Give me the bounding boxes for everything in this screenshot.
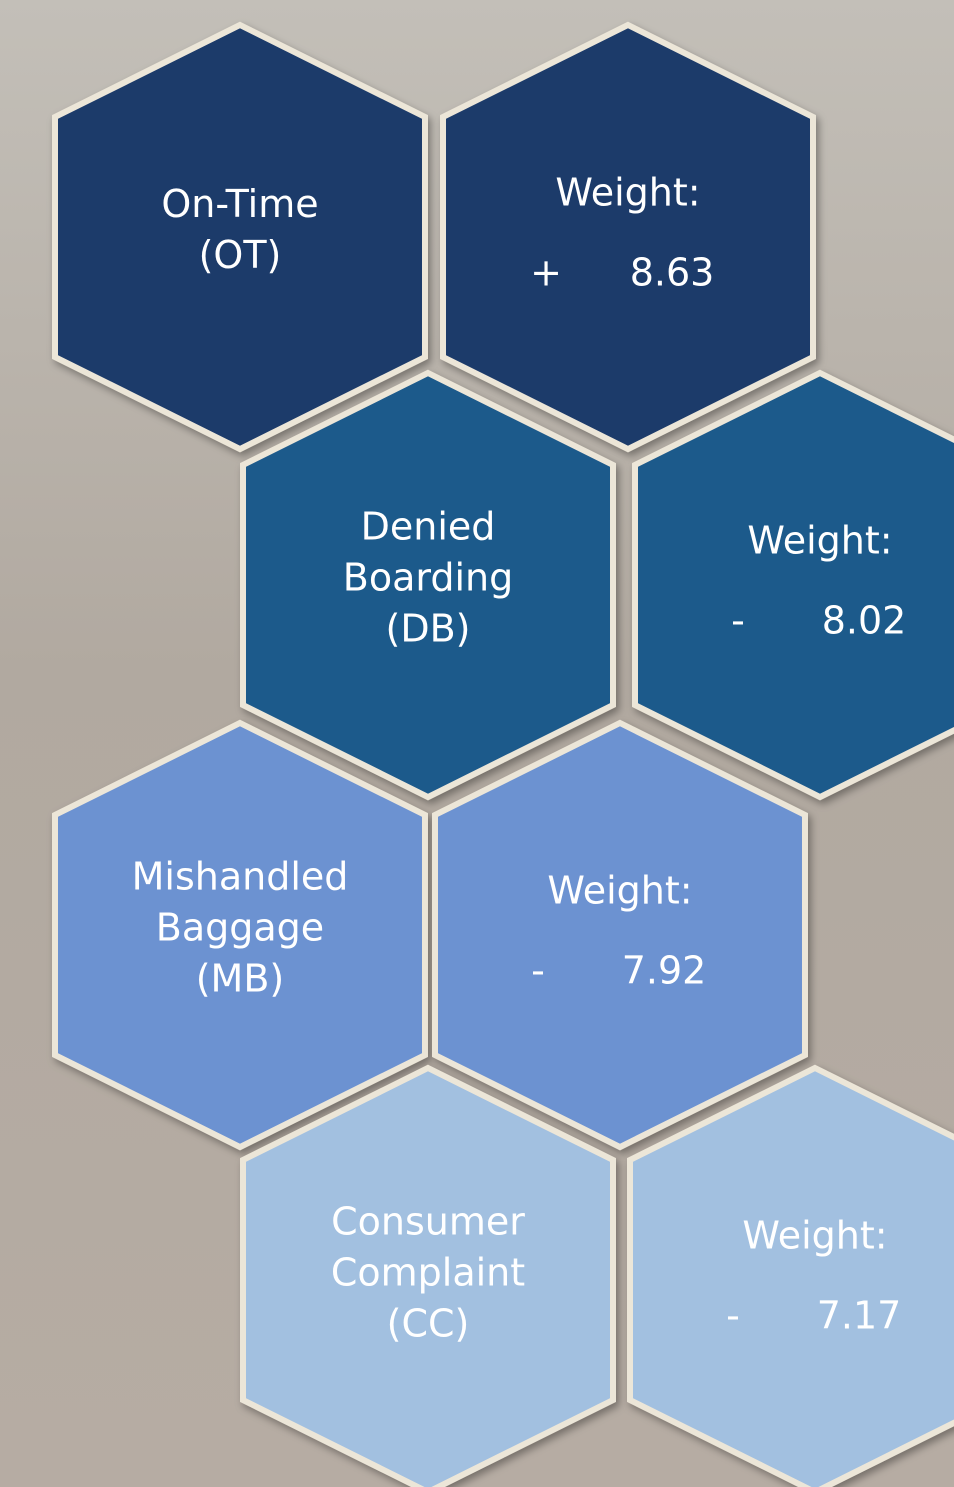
hexagon: [630, 1068, 954, 1487]
weight-sign: -: [731, 599, 745, 643]
weight-sign: -: [726, 1294, 740, 1338]
metric-label: Complaint: [331, 1251, 525, 1295]
weight-title: Weight:: [547, 869, 692, 913]
metric-label: Denied: [361, 505, 496, 549]
weight-value: 7.17: [817, 1294, 902, 1338]
metric-label: (CC): [387, 1302, 470, 1346]
weight-title: Weight:: [742, 1214, 887, 1258]
metric-label: Mishandled: [132, 855, 349, 899]
metric-label: (DB): [386, 607, 471, 651]
metric-label: (OT): [199, 233, 282, 277]
hexagon: [435, 723, 805, 1147]
metric-label: On-Time: [161, 182, 318, 226]
weight-title: Weight:: [747, 519, 892, 563]
weight-sign: -: [531, 949, 545, 993]
metric-label: Boarding: [343, 556, 513, 600]
metric-label: Consumer: [331, 1200, 525, 1244]
weight-value: 8.63: [630, 251, 715, 295]
metric-label: (MB): [196, 957, 285, 1001]
weight-sign: +: [530, 251, 562, 295]
hexagon: [635, 373, 954, 797]
hexagon: [443, 25, 813, 449]
metric-label: Baggage: [156, 906, 324, 950]
weight-value: 8.02: [822, 599, 907, 643]
weight-value: 7.92: [622, 949, 707, 993]
hexagon-diagram: On-Time (OT) Weight: +8.63 Denied Boarding (DB…: [0, 0, 954, 1487]
weight-title: Weight:: [555, 171, 700, 215]
